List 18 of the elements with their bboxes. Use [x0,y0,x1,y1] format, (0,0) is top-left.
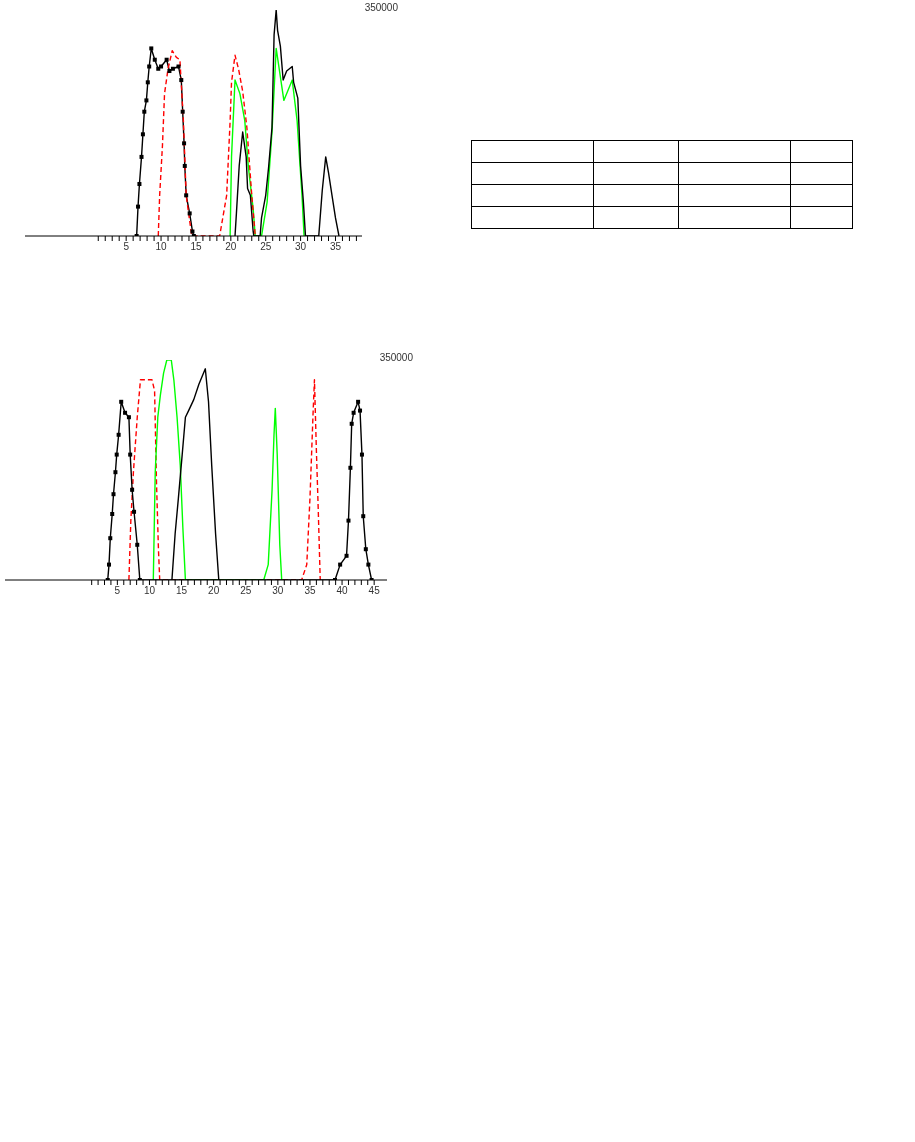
x-tick-label: 45 [368,585,381,597]
x-tick-label: 30 [272,585,284,597]
x-tick-label: 15 [175,585,188,597]
x-tick-label: 20 [208,585,220,597]
x-tick-label: 5 [114,585,121,597]
x-tick-label: 20 [225,241,237,253]
x-tick-label: 15 [190,241,202,253]
x-tick-label: 30 [295,241,307,253]
x-tick-label: 35 [304,585,316,597]
text: 350000 [364,2,398,13]
x-tick-label: 40 [336,585,349,597]
x-tick-label: 10 [143,585,156,597]
x-tick-label: 25 [240,585,252,597]
x-tick-label: 5 [123,241,130,253]
x-tick-label: 10 [155,241,168,253]
annotation: 350000 [379,352,413,363]
x-tick-label: 25 [260,241,272,253]
x-tick-label: 35 [329,241,342,253]
